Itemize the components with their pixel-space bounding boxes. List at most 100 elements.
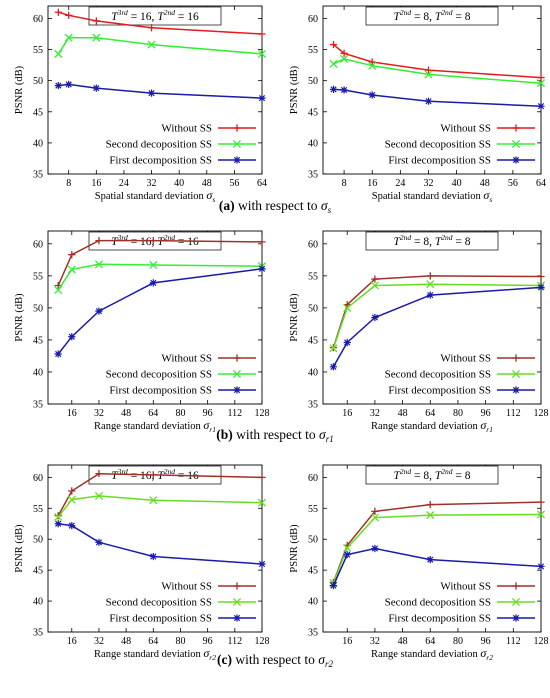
series-line bbox=[332, 283, 542, 349]
data-point bbox=[371, 507, 379, 515]
data-point bbox=[92, 33, 101, 42]
legend-marker bbox=[233, 354, 241, 362]
y-tick-label: 60 bbox=[33, 14, 43, 25]
series-2 bbox=[54, 80, 266, 102]
x-axis-label: Spatial standard deviation σs bbox=[95, 188, 216, 204]
data-point bbox=[68, 251, 76, 259]
data-point bbox=[64, 33, 73, 42]
series-1 bbox=[329, 510, 546, 588]
x-tick-label: 64 bbox=[257, 178, 267, 189]
y-tick-label: 60 bbox=[308, 473, 318, 484]
x-tick-label: 80 bbox=[453, 408, 463, 419]
y-tick-label: 50 bbox=[308, 76, 318, 87]
series-0 bbox=[54, 8, 266, 38]
y-tick-label: 35 bbox=[33, 628, 43, 639]
x-tick-label: 48 bbox=[480, 178, 490, 189]
x-tick-label: 80 bbox=[175, 408, 185, 419]
y-tick-label: 55 bbox=[33, 45, 43, 56]
subfigure-caption: (c) with respect to σr2 bbox=[217, 652, 333, 669]
legend-label: First decomposition SS bbox=[388, 155, 491, 167]
x-tick-label: 64 bbox=[148, 636, 158, 647]
x-axis-label-text: Spatial standard deviation bbox=[372, 191, 482, 202]
data-point bbox=[95, 237, 103, 245]
legend-marker bbox=[232, 597, 242, 607]
legend-marker bbox=[232, 139, 242, 149]
title-t1: T bbox=[393, 470, 401, 482]
data-point bbox=[371, 313, 379, 322]
title-sup2: 2nd bbox=[441, 467, 453, 476]
y-axis-label: PSNR (dB) bbox=[289, 293, 300, 342]
y-tick-label: 35 bbox=[33, 170, 43, 181]
data-point bbox=[329, 344, 338, 353]
x-axis-symbol: σ bbox=[480, 418, 487, 432]
legend-label: Second decoposition SS bbox=[385, 139, 491, 151]
title-end: = 16 bbox=[175, 236, 199, 248]
y-tick-label: 40 bbox=[308, 367, 318, 378]
caption-symbol: σ bbox=[319, 427, 327, 442]
legend-label: First decomposition SS bbox=[109, 613, 212, 625]
x-tick-label: 80 bbox=[175, 636, 185, 647]
series-line bbox=[57, 268, 263, 355]
data-point bbox=[258, 560, 266, 568]
x-tick-label: 112 bbox=[506, 636, 521, 647]
data-point bbox=[368, 58, 376, 66]
legend-label: Without SS bbox=[161, 123, 212, 135]
x-axis-label: Range standard deviation σr1 bbox=[94, 418, 216, 434]
chart-panel-b-left: 35 40 45 50 55 60 16 32 48 64 80 96 112 128 PSNR (dB) R… bbox=[14, 230, 270, 434]
legend-label: First decomposition SS bbox=[388, 385, 491, 397]
x-tick-label: 64 bbox=[425, 636, 435, 647]
title-mid: = 8, bbox=[411, 236, 435, 248]
plot-frame bbox=[322, 230, 542, 405]
title-t2: T bbox=[157, 236, 165, 248]
data-point bbox=[147, 24, 156, 32]
x-tick-label: 16 bbox=[91, 178, 101, 189]
series-line bbox=[332, 275, 542, 348]
title-sup1: 3rd bbox=[117, 467, 128, 476]
x-axis-label: Range standard deviation σr1 bbox=[371, 418, 493, 434]
series-2 bbox=[54, 520, 266, 568]
chart-panel-a-right: 35 40 45 50 55 60 8 16 24 32 40 48 56 64 PSNR (dB) Spat… bbox=[289, 5, 546, 204]
legend-marker bbox=[512, 614, 520, 622]
x-axis-subscript: r1 bbox=[209, 425, 216, 434]
y-tick-label: 45 bbox=[33, 107, 43, 118]
x-tick-label: 128 bbox=[534, 408, 549, 419]
data-point bbox=[424, 66, 433, 74]
y-tick-label: 50 bbox=[33, 303, 43, 314]
series-1 bbox=[54, 491, 267, 522]
x-axis-symbol: σ bbox=[483, 188, 490, 202]
x-tick-label: 24 bbox=[119, 178, 129, 189]
data-point bbox=[54, 520, 62, 528]
x-axis-symbol: σ bbox=[203, 646, 210, 660]
data-point bbox=[537, 73, 545, 82]
legend-label: Second decoposition SS bbox=[385, 369, 491, 381]
y-tick-label: 45 bbox=[33, 566, 43, 577]
legend-marker bbox=[512, 124, 520, 132]
chart-title: T3rd = 16, T2nd = 16 bbox=[111, 8, 199, 23]
legend-label: First decomposition SS bbox=[109, 385, 212, 397]
data-point bbox=[426, 511, 435, 520]
x-tick-label: 16 bbox=[342, 636, 352, 647]
data-point bbox=[149, 471, 157, 479]
title-box bbox=[88, 6, 222, 26]
y-tick-label: 45 bbox=[33, 335, 43, 346]
legend-label: Without SS bbox=[440, 123, 491, 135]
y-tick-label: 35 bbox=[308, 400, 318, 411]
data-point bbox=[54, 512, 63, 522]
data-point bbox=[92, 84, 100, 92]
x-tick-label: 48 bbox=[398, 636, 408, 647]
caption-letter: (c) bbox=[217, 652, 232, 667]
data-point bbox=[343, 338, 351, 347]
data-point bbox=[92, 17, 100, 25]
data-point bbox=[368, 61, 377, 70]
x-axis-label: Range standard deviation σr2 bbox=[371, 646, 493, 662]
caption-letter: (a) bbox=[219, 198, 235, 213]
data-point bbox=[54, 350, 62, 358]
title-mid: = 8, bbox=[411, 11, 435, 23]
data-point bbox=[368, 91, 376, 99]
data-point bbox=[67, 495, 76, 504]
data-point bbox=[95, 307, 103, 315]
title-t1: T bbox=[111, 11, 119, 23]
title-t2: T bbox=[157, 11, 165, 23]
y-tick-label: 45 bbox=[308, 566, 318, 577]
data-point bbox=[537, 562, 545, 571]
